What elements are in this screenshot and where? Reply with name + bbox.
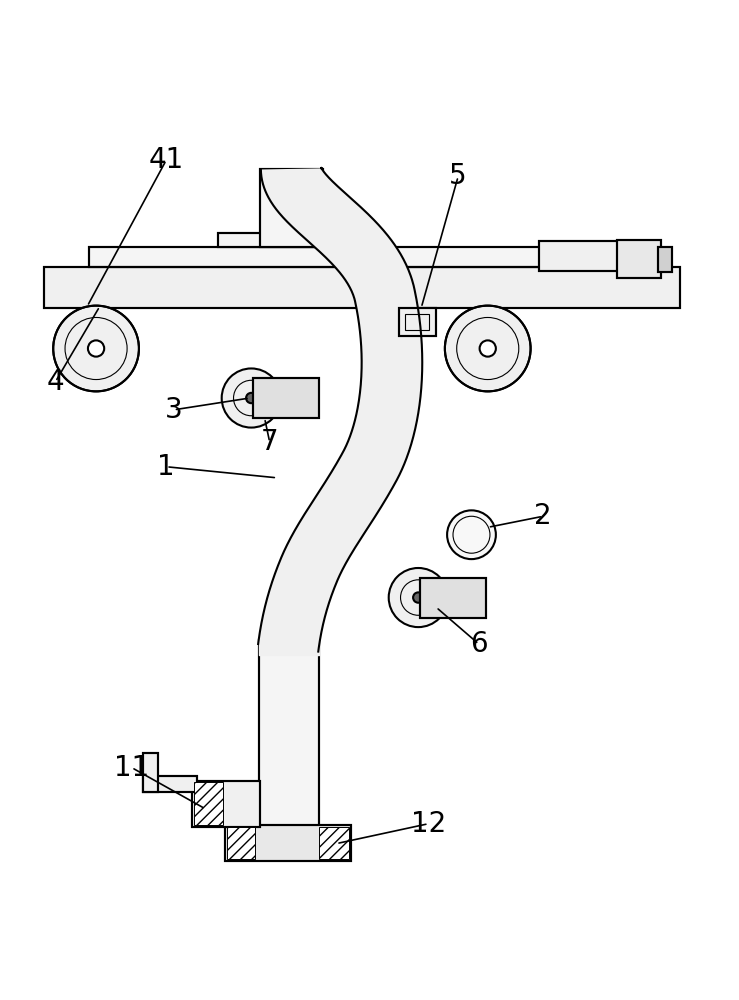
Bar bbox=[399, 308, 436, 336]
Bar bbox=[319, 827, 349, 859]
Bar bbox=[192, 781, 260, 827]
Circle shape bbox=[222, 368, 281, 428]
Bar bbox=[143, 776, 197, 792]
Text: 7: 7 bbox=[261, 428, 279, 456]
Text: 5: 5 bbox=[449, 162, 467, 190]
Text: 3: 3 bbox=[165, 396, 183, 424]
Text: 12: 12 bbox=[411, 810, 446, 838]
Bar bbox=[253, 378, 319, 418]
Circle shape bbox=[480, 340, 496, 357]
Bar bbox=[44, 267, 680, 308]
Bar bbox=[227, 827, 255, 859]
Bar bbox=[539, 241, 624, 271]
Circle shape bbox=[53, 306, 139, 391]
Bar bbox=[617, 240, 661, 278]
Bar bbox=[617, 240, 661, 278]
Bar bbox=[405, 314, 429, 330]
Text: 1: 1 bbox=[157, 453, 175, 481]
Bar bbox=[225, 825, 351, 861]
Bar bbox=[143, 776, 197, 792]
Bar bbox=[539, 241, 624, 271]
Circle shape bbox=[447, 510, 496, 559]
Bar bbox=[259, 640, 319, 840]
Text: 11: 11 bbox=[114, 754, 149, 782]
Bar bbox=[225, 825, 351, 861]
Bar bbox=[658, 247, 672, 272]
Bar bbox=[260, 169, 323, 247]
Bar bbox=[194, 782, 223, 825]
Bar bbox=[658, 247, 672, 272]
Bar bbox=[89, 247, 547, 267]
Bar bbox=[192, 781, 260, 827]
Circle shape bbox=[413, 592, 423, 603]
Bar bbox=[253, 378, 319, 418]
Bar bbox=[218, 233, 366, 247]
Text: 41: 41 bbox=[149, 146, 184, 174]
Bar bbox=[218, 233, 366, 247]
Bar bbox=[259, 640, 319, 840]
Polygon shape bbox=[258, 168, 422, 652]
Text: 2: 2 bbox=[534, 502, 552, 530]
Bar bbox=[420, 578, 486, 618]
Bar bbox=[420, 578, 486, 618]
Bar bbox=[89, 247, 547, 267]
Bar bbox=[143, 753, 158, 792]
Bar bbox=[260, 169, 323, 247]
Text: 6: 6 bbox=[470, 630, 488, 658]
Circle shape bbox=[88, 340, 104, 357]
Bar bbox=[44, 267, 680, 308]
Circle shape bbox=[246, 393, 256, 403]
Text: 4: 4 bbox=[47, 368, 64, 396]
Bar bbox=[143, 753, 158, 792]
Bar bbox=[399, 308, 436, 336]
Circle shape bbox=[445, 306, 531, 391]
Circle shape bbox=[389, 568, 448, 627]
